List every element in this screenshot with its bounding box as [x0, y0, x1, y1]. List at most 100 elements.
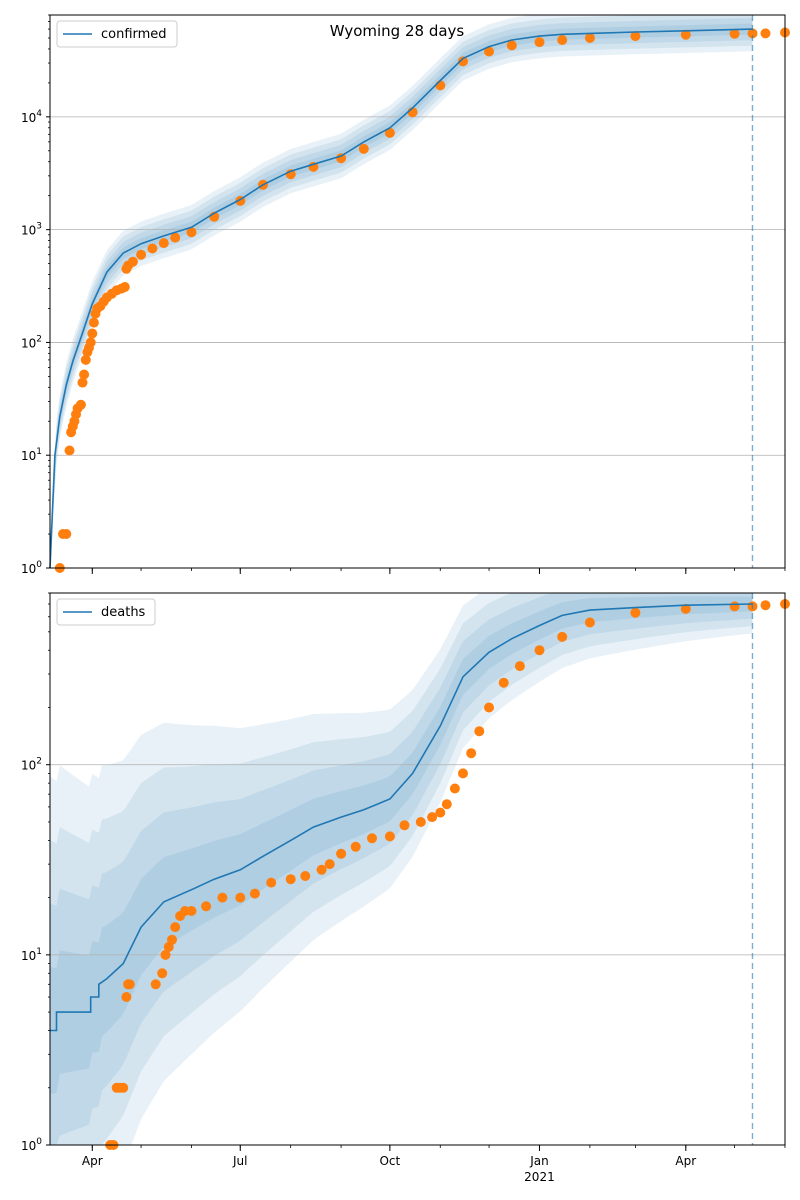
observed-point [680, 29, 691, 40]
y-tick-label: 104 [21, 109, 42, 125]
observed-point [266, 877, 277, 888]
confirmed-y-axis: 100 101 102 103 104 [21, 14, 50, 576]
observed-point [534, 37, 545, 48]
confirmed-model-line [49, 28, 753, 569]
observed-point [630, 607, 641, 618]
deaths-legend-label: deaths [101, 605, 146, 620]
observed-point [300, 871, 311, 881]
observed-point [498, 677, 509, 688]
confirmed-x-tick-marks [91, 568, 786, 574]
observed-point [350, 841, 361, 852]
deaths-legend-box [56, 598, 156, 626]
confirmed-legend-label: confirmed [101, 27, 167, 42]
observed-point [186, 906, 197, 916]
x-tick-year-label: 2021 [524, 1170, 555, 1184]
observed-point [358, 143, 369, 154]
observed-point [127, 256, 138, 267]
observed-point [367, 833, 377, 844]
observed-point [124, 979, 135, 990]
x-tick-label: Oct [379, 1154, 400, 1168]
uncertainty-band-4 [50, 15, 753, 568]
observed-point [150, 979, 161, 990]
observed-point [85, 337, 96, 348]
observed-point [458, 56, 468, 67]
observed-point [336, 153, 347, 164]
deaths-axes-frame [49, 592, 786, 1146]
observed-point [729, 28, 740, 39]
observed-point [186, 227, 197, 238]
observed-point [235, 892, 246, 903]
observed-point [584, 617, 595, 628]
observed-point [557, 35, 568, 45]
observed-point [384, 127, 395, 138]
deaths-observed-points [105, 599, 790, 1150]
observed-point [466, 748, 477, 759]
observed-point [217, 892, 228, 903]
observed-point [441, 799, 452, 810]
observed-point [680, 603, 691, 614]
observed-point [506, 40, 517, 51]
figure-title: Wyoming 28 days [330, 22, 465, 40]
y-tick-label: 100 [21, 560, 42, 576]
deaths-model-line [50, 603, 753, 1032]
uncertainty-band-2 [50, 593, 753, 1145]
deaths-y-axis: 100 101 102 [21, 592, 50, 1153]
observed-point [79, 369, 90, 380]
observed-point [201, 901, 212, 912]
observed-point [435, 80, 446, 91]
deaths-panel: 100 101 102 Apr Jul Oct Jan 2021 Apr deaths [21, 592, 790, 1184]
observed-point [316, 864, 327, 875]
observed-point [80, 354, 91, 365]
observed-point [427, 812, 438, 823]
observed-point [167, 934, 177, 945]
observed-point [384, 831, 395, 842]
observed-point [458, 768, 468, 779]
observed-point [399, 820, 410, 831]
x-tick-label: Jan [529, 1154, 549, 1168]
observed-point [157, 968, 168, 979]
observed-point [88, 317, 99, 328]
confirmed-legend: confirmed [56, 20, 178, 48]
observed-point [118, 1082, 129, 1093]
y-tick-label: 102 [21, 757, 42, 773]
observed-point [534, 645, 545, 656]
y-tick-label: 101 [21, 947, 42, 963]
uncertainty-band-3 [50, 15, 753, 568]
observed-point [249, 888, 260, 899]
observed-point [484, 702, 494, 713]
observed-point [514, 661, 525, 672]
y-tick-label: 100 [21, 1137, 42, 1153]
observed-point [119, 282, 130, 292]
observed-point [77, 377, 88, 388]
x-axis: Apr Jul Oct Jan 2021 Apr [82, 1145, 786, 1184]
deaths-legend: deaths [56, 598, 156, 626]
uncertainty-band-4 [50, 593, 753, 1145]
y-tick-label: 102 [21, 334, 42, 350]
confirmed-legend-box [56, 20, 178, 48]
observed-point [170, 922, 181, 933]
observed-point [64, 445, 75, 456]
observed-point [630, 31, 641, 42]
confirmed-axes-frame [49, 14, 786, 569]
observed-point [285, 874, 296, 885]
observed-point [121, 992, 132, 1002]
uncertainty-band-2 [50, 18, 753, 568]
observed-point [75, 399, 86, 410]
observed-point [557, 631, 568, 642]
confirmed-uncertainty-bands [50, 15, 753, 568]
observed-point [136, 249, 147, 260]
observed-point [760, 600, 771, 611]
y-tick-label: 103 [21, 222, 42, 238]
observed-point [160, 949, 171, 960]
confirmed-panel: 100 101 102 103 104 confirmed Wyoming 28 day… [21, 14, 790, 576]
observed-point [449, 783, 460, 794]
y-tick-label: 101 [21, 447, 42, 463]
x-tick-label: Apr [82, 1154, 103, 1168]
observed-point [158, 238, 169, 249]
observed-point [61, 529, 72, 539]
observed-point [747, 28, 758, 39]
x-tick-label: Jul [232, 1154, 247, 1168]
observed-point [474, 726, 485, 737]
observed-point [435, 807, 446, 818]
